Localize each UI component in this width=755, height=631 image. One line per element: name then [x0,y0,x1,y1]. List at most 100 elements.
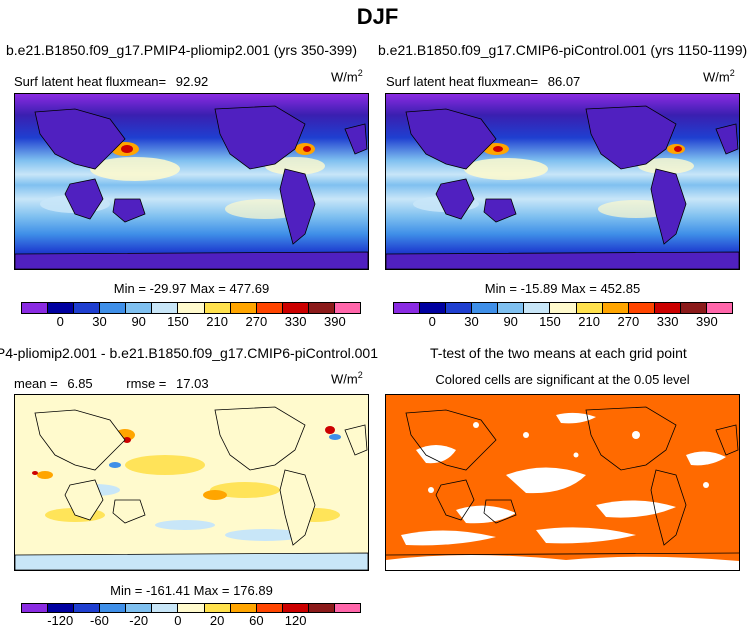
colorbar-swatch [152,303,179,313]
figure-title: DJF [356,4,399,29]
units-exponent: 2 [729,68,735,78]
colorbar-pliomip-swatches [21,302,361,314]
colorbar-tick-label: 90 [503,314,518,329]
units-base: W/m [703,69,730,85]
rmse-value: 17.03 [176,376,209,391]
min-label: Min = [113,281,146,296]
min-label: Min = [110,583,143,598]
colorbar-swatch [550,303,577,313]
panel-pliomip-field: Surf latent heat fluxmean= 92.92 [14,74,208,89]
colorbar-swatch [308,604,335,612]
min-label: Min = [484,281,517,296]
map-difference [14,394,369,571]
map-ttest-svg [386,395,739,570]
min-value: -15.89 [520,281,558,296]
colorbar-picontrol: 0 30 90 150 210 270 330 390 [393,302,733,330]
colorbar-swatch [394,303,421,313]
colorbar-difference: -120 -60 -20 0 20 60 120 [21,603,361,629]
colorbar-tick-label: 30 [464,314,479,329]
units-base: W/m [331,371,358,387]
colorbar-swatch [48,604,75,612]
colorbar-picontrol-ticks: 0 30 90 150 210 270 330 390 [393,314,733,330]
colorbar-swatch [420,303,447,313]
max-label: Max = [193,583,230,598]
colorbar-swatch [230,604,257,612]
colorbar-swatch [100,303,127,313]
panel-ttest-subtitle: Colored cells are significant at the 0.0… [435,372,690,387]
min-value: -29.97 [149,281,187,296]
units-base: W/m [331,69,358,85]
colorbar-swatch [256,303,283,313]
colorbar-swatch [602,303,629,313]
colorbar-swatch [654,303,681,313]
panel-picontrol-mean: 86.07 [547,74,581,89]
rmse-label: rmse = [126,376,167,391]
colorbar-swatch [22,604,49,612]
colorbar-swatch [628,303,655,313]
colorbar-swatch [22,303,49,313]
colorbar-tick-label: -60 [90,613,109,628]
colorbar-tick-label: 330 [656,314,679,329]
panel-pliomip-title: b.e21.B1850.f09_g17.PMIP4-pliomip2.001 (… [6,42,357,58]
colorbar-difference-ticks: -120 -60 -20 0 20 60 120 [21,613,361,629]
mean-value: 6.85 [67,376,93,391]
max-value: 176.89 [233,583,273,598]
colorbar-swatch [152,604,179,612]
map-picontrol-svg [386,94,739,269]
colorbar-tick-label: 30 [92,314,107,329]
panel-picontrol-field-label: Surf latent heat fluxmean= [386,74,539,89]
colorbar-swatch [334,303,361,313]
colorbar-tick-label: 270 [245,314,268,329]
panel-ttest-title: T-test of the two means at each grid poi… [430,345,687,361]
panel-pliomip-field-label: Surf latent heat fluxmean= [14,74,167,89]
colorbar-swatch [126,604,153,612]
panel-pliomip-mean: 92.92 [175,74,209,89]
colorbar-swatch [178,303,205,313]
colorbar-swatch [446,303,473,313]
colorbar-tick-label: 150 [539,314,561,329]
colorbar-tick-label: 330 [284,314,307,329]
colorbar-tick-label: 210 [206,314,228,329]
colorbar-picontrol-swatches [393,302,733,314]
map-ttest [385,394,740,571]
colorbar-swatch [706,303,733,313]
panel-pliomip-minmax: Min = -29.97 Max = 477.69 [14,281,369,296]
colorbar-swatch [308,303,335,313]
colorbar-tick-label: 150 [167,314,189,329]
colorbar-pliomip: 0 30 90 150 210 270 330 390 [21,302,361,330]
colorbar-swatch [126,303,153,313]
map-picontrol [385,93,740,270]
colorbar-difference-swatches [21,603,361,613]
units-exponent: 2 [357,370,363,380]
panel-picontrol-minmax: Min = -15.89 Max = 452.85 [385,281,740,296]
panel-difference-stats: mean = 6.85 rmse = 17.03 [14,376,209,391]
colorbar-swatch [178,604,205,612]
panel-difference-title: b.e21.B1850.f09_g17.PMIP4-pliomip2.001 -… [0,345,378,361]
colorbar-tick-label: 120 [284,613,307,628]
colorbar-tick-label: 390 [695,314,718,329]
colorbar-tick-label: 0 [428,314,436,329]
colorbar-tick-label: 60 [249,613,264,628]
colorbar-swatch [334,604,361,612]
colorbar-swatch [524,303,551,313]
panel-picontrol-field: Surf latent heat fluxmean= 86.07 [386,74,580,89]
panel-pliomip-units: W/m2 [331,68,363,84]
colorbar-swatch [74,303,101,313]
colorbar-swatch [472,303,499,313]
colorbar-swatch [204,604,231,612]
max-value: 477.69 [229,281,270,296]
colorbar-tick-label: 20 [209,613,225,628]
map-pliomip [14,93,369,270]
colorbar-swatch [74,604,101,612]
colorbar-tick-label: 270 [617,314,640,329]
colorbar-tick-label: -20 [129,613,149,628]
colorbar-tick-label: 90 [131,314,146,329]
colorbar-swatch [100,604,127,612]
units-exponent: 2 [357,68,363,78]
colorbar-swatch [282,604,309,612]
max-label: Max = [561,281,597,296]
panel-difference-minmax: Min = -161.41 Max = 176.89 [14,583,369,598]
colorbar-tick-label: -120 [47,613,74,628]
colorbar-swatch [256,604,283,612]
colorbar-swatch [680,303,707,313]
